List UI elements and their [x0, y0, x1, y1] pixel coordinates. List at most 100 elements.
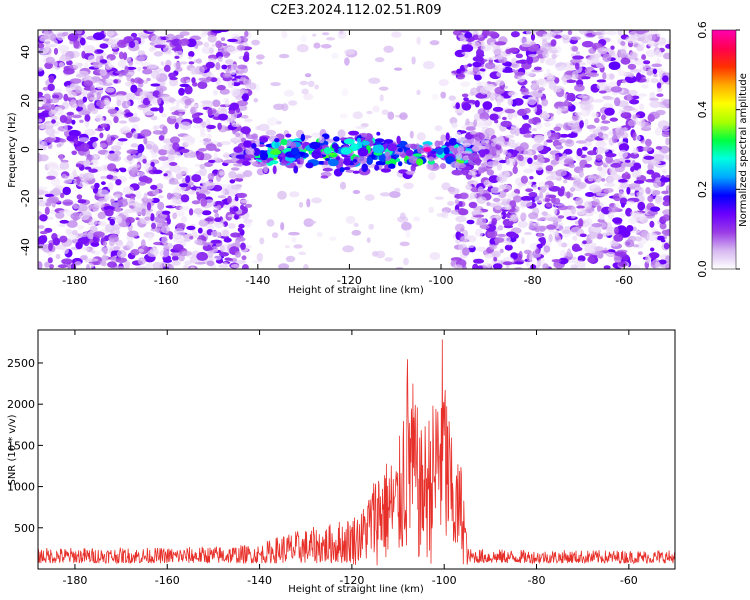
- heatmap-cell: [609, 240, 620, 247]
- heatmap-cell: [632, 114, 637, 120]
- heatmap-cell: [38, 186, 48, 191]
- heatmap-cell: [221, 64, 228, 70]
- heatmap-cell: [59, 115, 68, 123]
- heatmap-cell: [142, 66, 148, 70]
- heatmap-cell: [99, 43, 109, 49]
- heatmap-cell: [50, 209, 56, 215]
- heatmap-cell: [174, 55, 180, 60]
- heatmap-cell: [259, 237, 265, 245]
- heatmap-cell: [71, 150, 77, 156]
- heatmap-cell: [586, 124, 596, 130]
- heatmap-cell: [74, 261, 82, 266]
- heatmap-cell: [496, 71, 502, 77]
- heatmap-cell: [584, 142, 592, 147]
- heatmap-cell: [155, 183, 164, 190]
- heatmap-cell: [303, 93, 314, 101]
- heatmap-cell: [515, 71, 526, 76]
- heatmap-cell: [42, 86, 49, 91]
- heatmap-cell: [171, 198, 177, 208]
- heatmap-cell: [502, 116, 507, 121]
- heatmap-cell: [56, 223, 66, 227]
- heatmap-cell: [76, 30, 83, 35]
- heatmap-cell: [184, 139, 195, 146]
- heatmap-cell: [99, 59, 108, 64]
- heatmap-cell: [222, 160, 234, 164]
- heatmap-cell: [150, 70, 161, 79]
- heatmap-cell: [545, 58, 557, 66]
- heatmap-cell: [469, 192, 477, 199]
- heatmap-cell: [455, 215, 467, 223]
- heatmap-cell: [461, 102, 472, 111]
- heatmap-cell: [106, 174, 114, 180]
- heatmap-cell: [460, 235, 469, 243]
- heatmap-cell: [211, 249, 219, 253]
- heatmap-cell: [152, 261, 163, 269]
- heatmap-cell: [630, 230, 641, 234]
- heatmap-cell: [595, 140, 607, 148]
- heatmap-cell: [179, 148, 190, 153]
- heatmap-cell: [140, 239, 146, 249]
- heatmap-cell: [96, 92, 102, 100]
- heatmap-cell: [105, 87, 115, 93]
- heatmap-cell: [352, 190, 361, 194]
- heatmap-cell: [59, 161, 70, 170]
- colorbar-tick-label: 0.2: [696, 181, 709, 199]
- heatmap-cell: [91, 107, 98, 115]
- heatmap-cell: [243, 79, 251, 86]
- heatmap-cell: [579, 233, 587, 238]
- heatmap-cell: [57, 45, 70, 52]
- heatmap-cell: [235, 174, 246, 179]
- heatmap-cell: [396, 135, 401, 145]
- heatmap-cell: [150, 184, 158, 190]
- heatmap-cell: [532, 143, 544, 152]
- heatmap-cell: [137, 181, 146, 186]
- heatmap-cell: [171, 38, 183, 47]
- heatmap-cell: [458, 192, 469, 200]
- heatmap-cell: [75, 106, 84, 112]
- heatmap-cell: [624, 239, 635, 248]
- heatmap-cell: [578, 169, 584, 178]
- heatmap-cell: [325, 157, 330, 161]
- heatmap-cell: [113, 246, 120, 251]
- heatmap-cell: [98, 189, 110, 197]
- heatmap-cell: [399, 212, 406, 220]
- heatmap-cell: [206, 133, 212, 140]
- heatmap-cell: [639, 65, 647, 74]
- heatmap-cell: [313, 42, 321, 49]
- heatmap-cell: [646, 169, 655, 175]
- heatmap-cell: [193, 208, 204, 215]
- heatmap-cell: [96, 49, 104, 53]
- heatmap-cell: [645, 138, 652, 147]
- heatmap-cell: [582, 240, 587, 245]
- heatmap-cell: [494, 202, 503, 210]
- heatmap-cell: [486, 84, 497, 92]
- heatmap-cell: [429, 252, 441, 261]
- heatmap-cell: [217, 56, 223, 62]
- heatmap-cell: [44, 206, 50, 215]
- heatmap-cell: [143, 136, 148, 145]
- heatmap-cell: [94, 182, 100, 189]
- heatmap-cell: [475, 157, 482, 166]
- heatmap-cell: [126, 154, 134, 161]
- heatmap-cell: [484, 253, 493, 259]
- heatmap-cell: [217, 195, 227, 199]
- heatmap-cell: [506, 231, 517, 238]
- heatmap-cell: [652, 190, 661, 196]
- heatmap-cell: [585, 192, 595, 197]
- heatmap-cell: [100, 123, 108, 128]
- heatmap-cell: [555, 154, 560, 161]
- heatmap-cell: [644, 64, 653, 68]
- heatmap-cell: [269, 160, 279, 165]
- heatmap-cell: [523, 107, 531, 114]
- heatmap-cell: [662, 168, 667, 174]
- heatmap-cell: [654, 127, 662, 136]
- heatmap-cell: [546, 224, 556, 230]
- heatmap-cell: [540, 237, 546, 246]
- heatmap-cell: [93, 32, 105, 40]
- heatmap-cell: [316, 231, 323, 238]
- heatmap-cell: [409, 130, 414, 139]
- heatmap-cell: [486, 229, 498, 239]
- heatmap-cell: [39, 196, 44, 203]
- heatmap-cell: [277, 145, 285, 151]
- heatmap-cell: [586, 56, 598, 66]
